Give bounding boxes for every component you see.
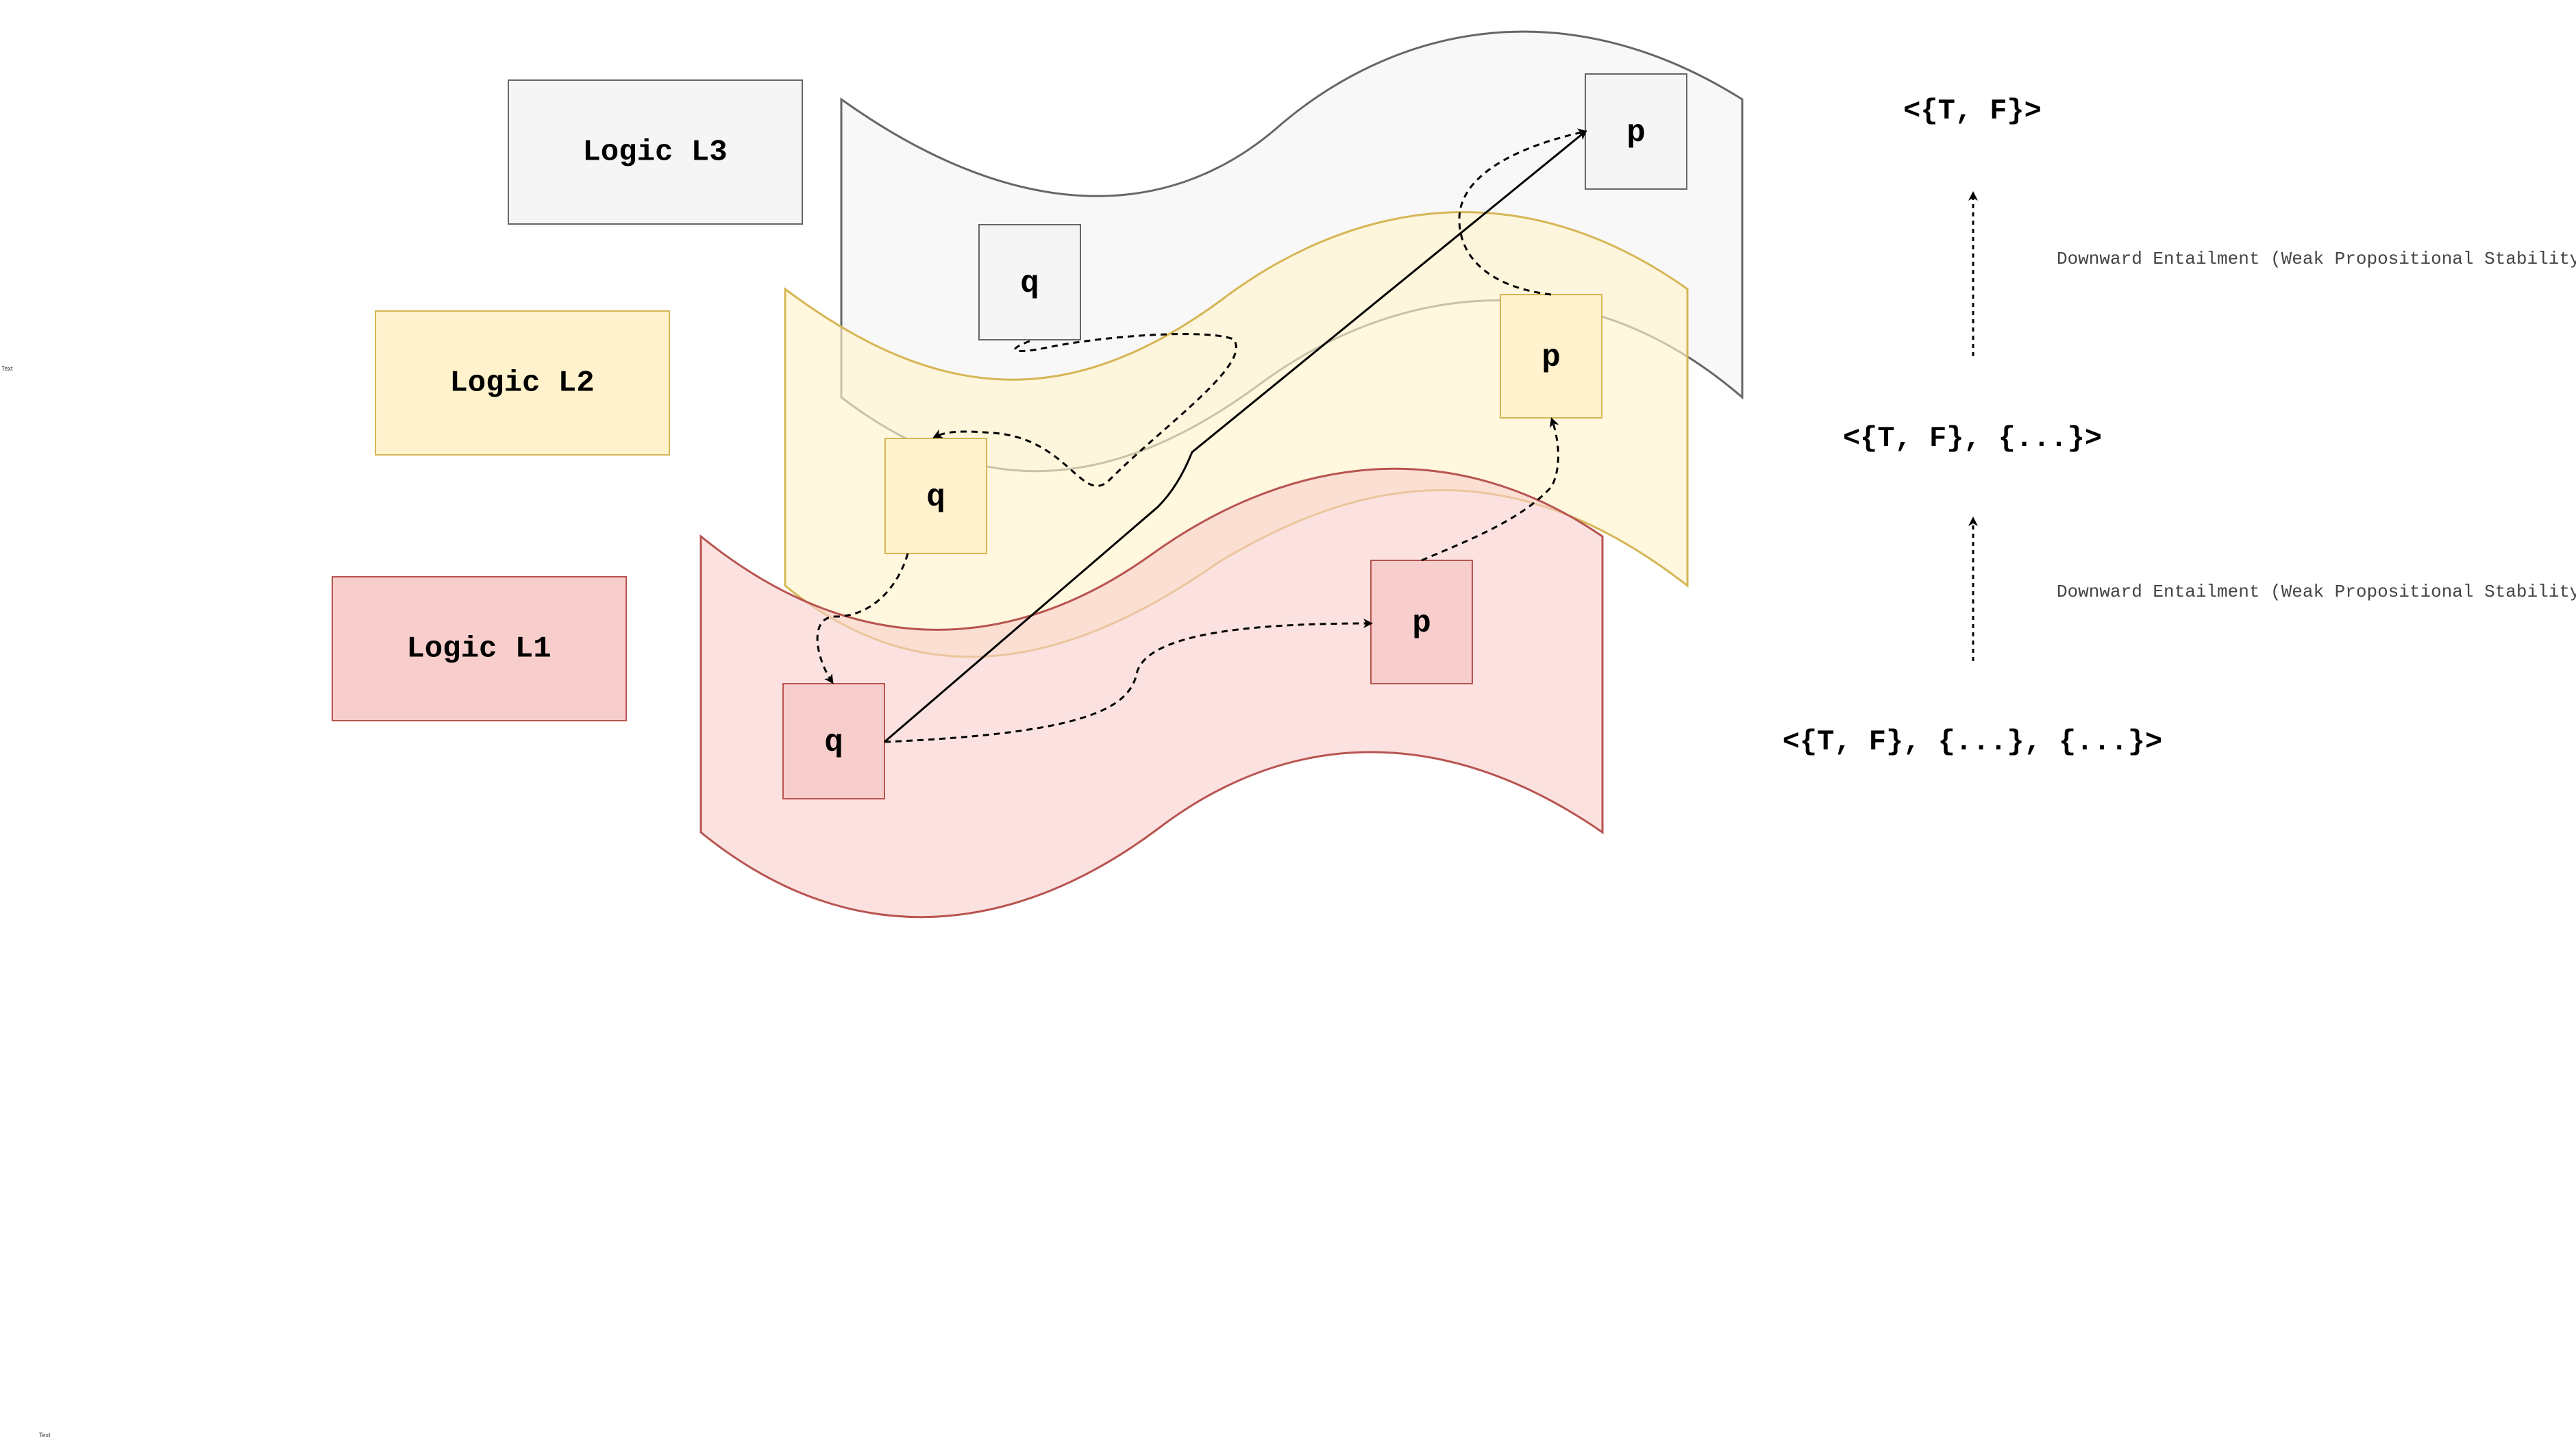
- node-l1-q-label: q: [824, 725, 843, 760]
- node-l2-p-label: p: [1541, 340, 1561, 375]
- node-l3-p: p: [1585, 73, 1687, 190]
- node-l2-q-label: q: [926, 480, 945, 515]
- node-l3-q: q: [978, 224, 1081, 340]
- logic-l3-label: Logic L3: [582, 136, 727, 170]
- dashed-connector-l2q-to-l1q: [816, 553, 909, 684]
- stray-text-left: Text: [1, 365, 13, 372]
- solid-connector-l1q-to-l3p: [884, 130, 1587, 743]
- entailment-label-upper: Downward Entailment (Weak Propositional …: [2057, 249, 2576, 269]
- node-l1-p: p: [1370, 560, 1473, 684]
- node-l1-p-label: p: [1412, 606, 1431, 641]
- node-l2-q: q: [884, 438, 987, 554]
- logic-l3-box: [508, 79, 803, 225]
- logic-l2-box: [375, 310, 670, 456]
- truth-set-l2: <{T, F}, {...}>: [1843, 422, 2102, 455]
- logic-l1-label: Logic L1: [406, 632, 551, 667]
- node-l2-p: p: [1500, 294, 1602, 419]
- node-l3-p-label: p: [1626, 115, 1646, 151]
- logic-l1-box: [332, 576, 627, 721]
- dashed-connector-l3q-to-l2q: [932, 333, 1237, 487]
- node-l1-q: q: [782, 683, 885, 799]
- stray-text-bottom: Text: [39, 1432, 51, 1439]
- truth-set-l1: <{T, F}, {...}, {...}>: [1783, 725, 2163, 758]
- truth-set-l3: <{T, F}>: [1903, 95, 2042, 127]
- node-l3-q-label: q: [1020, 266, 1039, 301]
- dashed-connector-l2p-to-l3p: [1458, 128, 1587, 296]
- logic-l2-label: Logic L2: [449, 366, 594, 401]
- dashed-connector-l1q-to-l1p: [884, 619, 1373, 743]
- entailment-label-lower: Downward Entailment (Weak Propositional …: [2057, 582, 2576, 602]
